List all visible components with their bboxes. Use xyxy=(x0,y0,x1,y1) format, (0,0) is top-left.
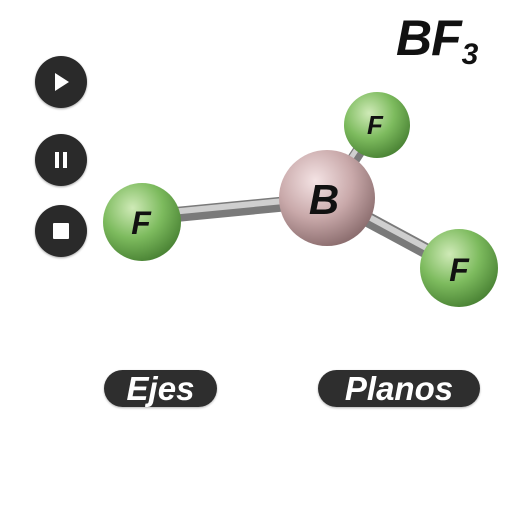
planes-toggle-button[interactable]: Planos xyxy=(318,370,480,407)
atom-label: B xyxy=(309,176,339,223)
boron-atom[interactable]: B xyxy=(279,150,375,246)
pause-icon xyxy=(55,152,67,168)
pause-button[interactable] xyxy=(35,134,87,186)
fluorine-atom-left[interactable]: F xyxy=(103,183,181,261)
play-icon xyxy=(55,73,69,91)
atom-label: F xyxy=(131,205,152,241)
stop-button[interactable] xyxy=(35,205,87,257)
atom-label: F xyxy=(449,252,470,288)
fluorine-atom-upper[interactable]: F xyxy=(344,92,410,158)
axes-toggle-button[interactable]: Ejes xyxy=(104,370,217,407)
formula-subscript: 3 xyxy=(461,38,479,71)
stop-icon xyxy=(53,223,69,239)
molecule-formula-title: BF3 xyxy=(396,8,479,85)
formula-main: BF xyxy=(396,10,462,66)
fluorine-atom-right[interactable]: F xyxy=(420,229,498,307)
play-button[interactable] xyxy=(35,56,87,108)
atom-label: F xyxy=(367,110,384,140)
